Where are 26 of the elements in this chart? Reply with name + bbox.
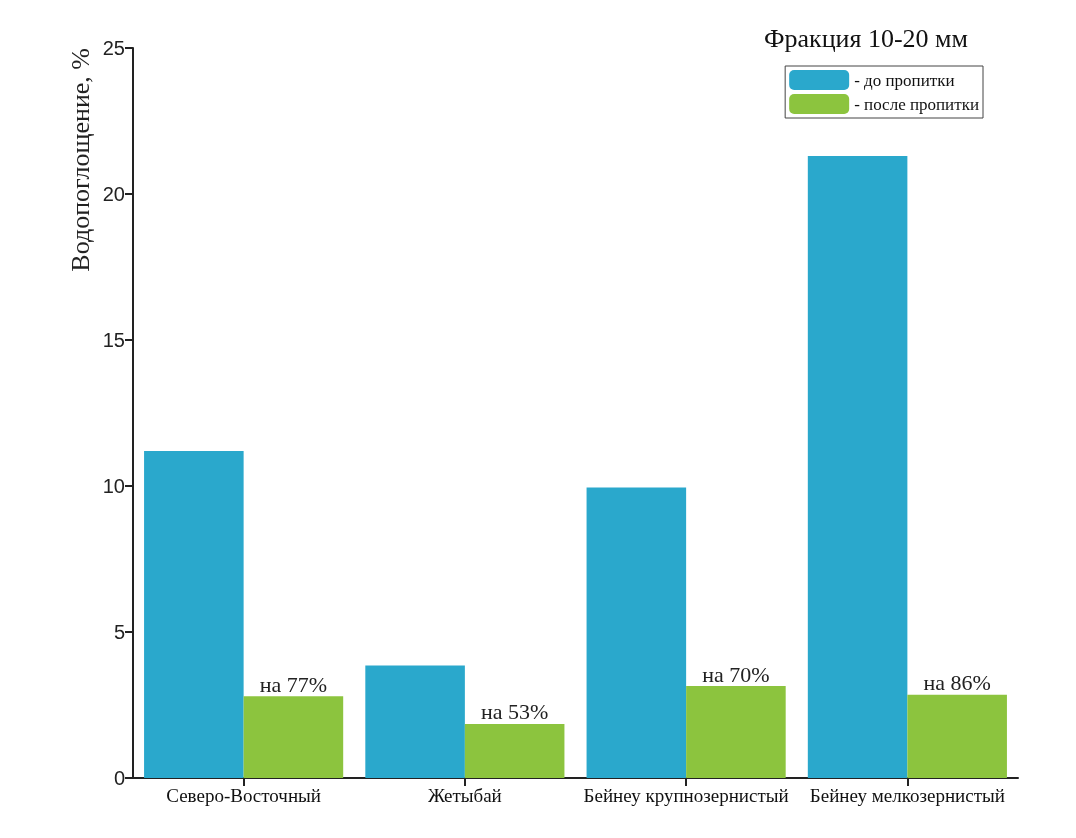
- data-label: на 70%: [702, 661, 770, 687]
- bar: [686, 686, 786, 778]
- x-tick-label: Бейнеу мелкозернистый: [809, 785, 1005, 806]
- y-tick-label: 25: [102, 37, 125, 59]
- data-label: на 86%: [923, 670, 991, 696]
- x-tick-label: Жетыбай: [427, 785, 502, 806]
- x-tick-label: Бейнеу крупнозернистый: [583, 785, 789, 806]
- bar: [464, 723, 565, 778]
- bar: [907, 694, 1007, 778]
- chart-title: Фракция 10-20 мм: [763, 23, 969, 53]
- y-tick-label: 5: [113, 621, 125, 643]
- data-label: на 77%: [259, 671, 328, 697]
- bar: [243, 696, 344, 778]
- bar: [807, 156, 908, 778]
- data-label: на 53%: [480, 699, 549, 725]
- y-tick-label: 15: [102, 329, 125, 351]
- bar: [144, 450, 244, 778]
- y-tick-label: 0: [113, 767, 125, 789]
- y-tick-label: 20: [102, 183, 125, 205]
- legend-label: - после пропитки: [854, 94, 980, 114]
- bar: [365, 665, 465, 778]
- bar: [586, 487, 687, 778]
- y-tick-label: 10: [102, 475, 125, 497]
- x-tick-label: Северо-Восточный: [166, 785, 322, 806]
- legend-label: - до пропитки: [854, 70, 955, 90]
- y-axis-title: Водопоглощение, %: [65, 48, 95, 272]
